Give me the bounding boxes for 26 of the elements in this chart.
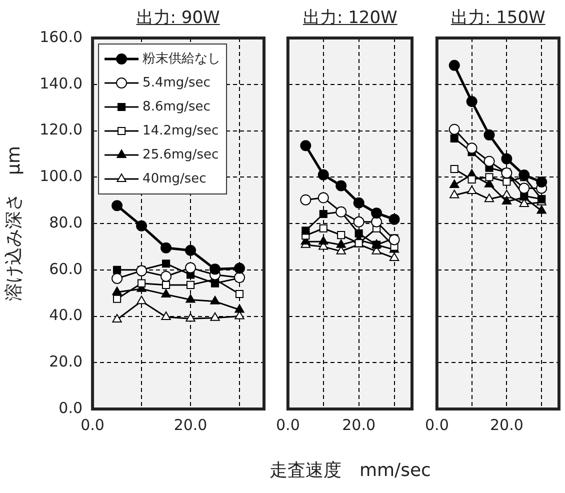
y-tick-label: 120.0	[40, 120, 83, 139]
y-tick-label: 40.0	[49, 306, 83, 324]
y-tick-label: 60.0	[49, 260, 83, 278]
y-axis-title: 溶け込み深さ μm	[3, 146, 24, 301]
y-tick-label: 80.0	[49, 213, 83, 232]
legend-label: 25.6mg/sec	[142, 147, 219, 162]
y-tick-label: 0.0	[58, 398, 83, 417]
x-axis-title: 走査速度 mm/sec	[269, 459, 431, 482]
y-tick-label: 140.0	[40, 74, 83, 92]
legend-label: 粉末供給なし	[142, 51, 221, 66]
x-tick-label: 0.0	[425, 416, 449, 434]
y-tick-label: 100.0	[40, 167, 83, 186]
chart-title: 出力: 90W	[136, 7, 220, 29]
y-tick-label: 20.0	[49, 352, 83, 371]
chart-title: 出力: 150W	[450, 7, 546, 29]
chart-title: 出力: 120W	[302, 7, 398, 29]
x-tick-label: 20.0	[174, 416, 208, 434]
x-tick-label: 0.0	[80, 416, 104, 434]
y-tick-label: 160.0	[40, 28, 83, 46]
x-tick-label: 20.0	[342, 416, 376, 434]
legend-label: 5.4mg/sec	[142, 75, 210, 90]
legend-label: 14.2mg/sec	[142, 123, 219, 138]
legend-label: 40mg/sec	[142, 171, 206, 186]
legend-label: 8.6mg/sec	[142, 99, 210, 114]
x-tick-label: 0.0	[276, 416, 300, 434]
x-tick-label: 20.0	[490, 416, 524, 434]
